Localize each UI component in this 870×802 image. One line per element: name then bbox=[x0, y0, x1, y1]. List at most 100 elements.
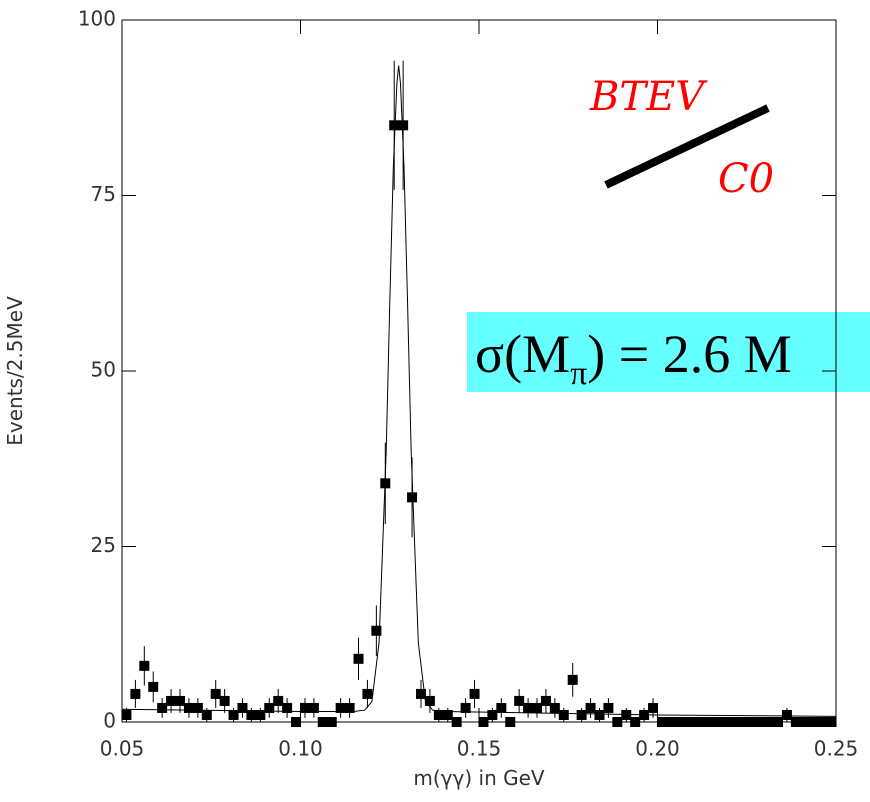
data-point bbox=[460, 702, 471, 713]
data-point bbox=[674, 717, 685, 727]
data-point bbox=[219, 695, 230, 706]
data-point bbox=[621, 709, 632, 720]
data-point bbox=[424, 695, 435, 706]
fit-curve bbox=[121, 65, 837, 717]
data-point bbox=[514, 695, 525, 706]
data-point bbox=[656, 717, 667, 727]
data-point bbox=[228, 709, 239, 720]
data-point bbox=[505, 717, 516, 727]
x-tick-label: 0.25 bbox=[814, 737, 859, 761]
data-point bbox=[585, 702, 596, 713]
x-tick-label: 0.15 bbox=[457, 737, 502, 761]
x-axis-label: m(γγ) in GeV bbox=[413, 766, 545, 790]
y-tick-label: 50 bbox=[91, 358, 116, 382]
data-point bbox=[710, 717, 721, 727]
data-point bbox=[255, 709, 266, 720]
data-point bbox=[540, 695, 551, 706]
data-point bbox=[781, 709, 792, 720]
data-point bbox=[130, 688, 141, 699]
data-point bbox=[201, 709, 212, 720]
data-point bbox=[692, 717, 703, 727]
annotation-box bbox=[467, 312, 870, 392]
data-point bbox=[532, 702, 543, 713]
data-point bbox=[719, 717, 730, 727]
x-tick-label: 0.20 bbox=[635, 737, 680, 761]
data-point bbox=[175, 695, 186, 706]
data-point bbox=[335, 702, 346, 713]
data-point bbox=[549, 702, 560, 713]
data-point bbox=[603, 702, 614, 713]
data-point bbox=[701, 717, 712, 727]
data-point bbox=[210, 688, 221, 699]
data-point bbox=[166, 695, 177, 706]
data-point bbox=[665, 717, 676, 727]
data-point bbox=[415, 688, 426, 699]
data-point bbox=[407, 492, 418, 503]
data-point bbox=[371, 625, 382, 636]
logo-top: BTEV bbox=[589, 74, 708, 120]
data-point bbox=[683, 717, 694, 727]
data-point bbox=[523, 702, 534, 713]
data-point bbox=[612, 717, 623, 727]
sigma-prefix: σ(M bbox=[475, 324, 570, 384]
logo-slash bbox=[604, 104, 770, 189]
data-point bbox=[826, 717, 837, 727]
data-point bbox=[790, 717, 801, 727]
data-point bbox=[192, 702, 203, 713]
data-point bbox=[594, 709, 605, 720]
sigma-annotation: σ(Mπ) = 2.6 M bbox=[475, 324, 792, 392]
y-axis-label: Events/2.5MeV bbox=[3, 296, 27, 446]
data-point bbox=[487, 709, 498, 720]
y-tick-label: 100 bbox=[78, 7, 116, 31]
y-tick-label: 75 bbox=[91, 182, 116, 206]
data-point bbox=[264, 702, 275, 713]
data-point bbox=[737, 717, 748, 727]
data-point bbox=[282, 702, 293, 713]
data-point bbox=[746, 717, 757, 727]
sigma-subscript: π bbox=[570, 355, 587, 392]
data-point bbox=[817, 717, 828, 727]
data-point bbox=[139, 660, 150, 671]
data-point bbox=[246, 709, 257, 720]
y-tick-label: 0 bbox=[103, 709, 116, 733]
data-point bbox=[121, 709, 132, 720]
data-point bbox=[183, 702, 194, 713]
data-point bbox=[299, 702, 310, 713]
data-point bbox=[237, 702, 248, 713]
data-point bbox=[764, 717, 775, 727]
data-point bbox=[326, 717, 337, 727]
x-tick-label: 0.10 bbox=[278, 737, 323, 761]
data-point bbox=[157, 702, 168, 713]
logo-bottom: C0 bbox=[718, 156, 774, 202]
data-point bbox=[799, 717, 810, 727]
data-point bbox=[451, 717, 462, 727]
data-point bbox=[317, 717, 328, 727]
data-point bbox=[772, 717, 783, 727]
data-point bbox=[442, 709, 453, 720]
data-point bbox=[755, 717, 766, 727]
data-point bbox=[291, 717, 302, 727]
data-point bbox=[362, 688, 373, 699]
data-point bbox=[808, 717, 819, 727]
data-point bbox=[496, 702, 507, 713]
data-point bbox=[273, 695, 284, 706]
x-tick-label: 0.05 bbox=[100, 737, 145, 761]
data-point bbox=[469, 688, 480, 699]
data-point bbox=[389, 120, 400, 131]
y-tick-label: 25 bbox=[91, 533, 116, 557]
data-point bbox=[478, 717, 489, 727]
data-point bbox=[344, 702, 355, 713]
data-point bbox=[148, 681, 159, 692]
data-point bbox=[648, 702, 659, 713]
data-point bbox=[728, 717, 739, 727]
data-point bbox=[630, 717, 641, 727]
data-point bbox=[433, 709, 444, 720]
data-point bbox=[576, 709, 587, 720]
sigma-suffix: ) = 2.6 M bbox=[587, 324, 791, 384]
data-point bbox=[353, 653, 364, 664]
data-point bbox=[308, 702, 319, 713]
data-point bbox=[558, 709, 569, 720]
data-point bbox=[567, 674, 578, 685]
data-point bbox=[398, 120, 409, 131]
